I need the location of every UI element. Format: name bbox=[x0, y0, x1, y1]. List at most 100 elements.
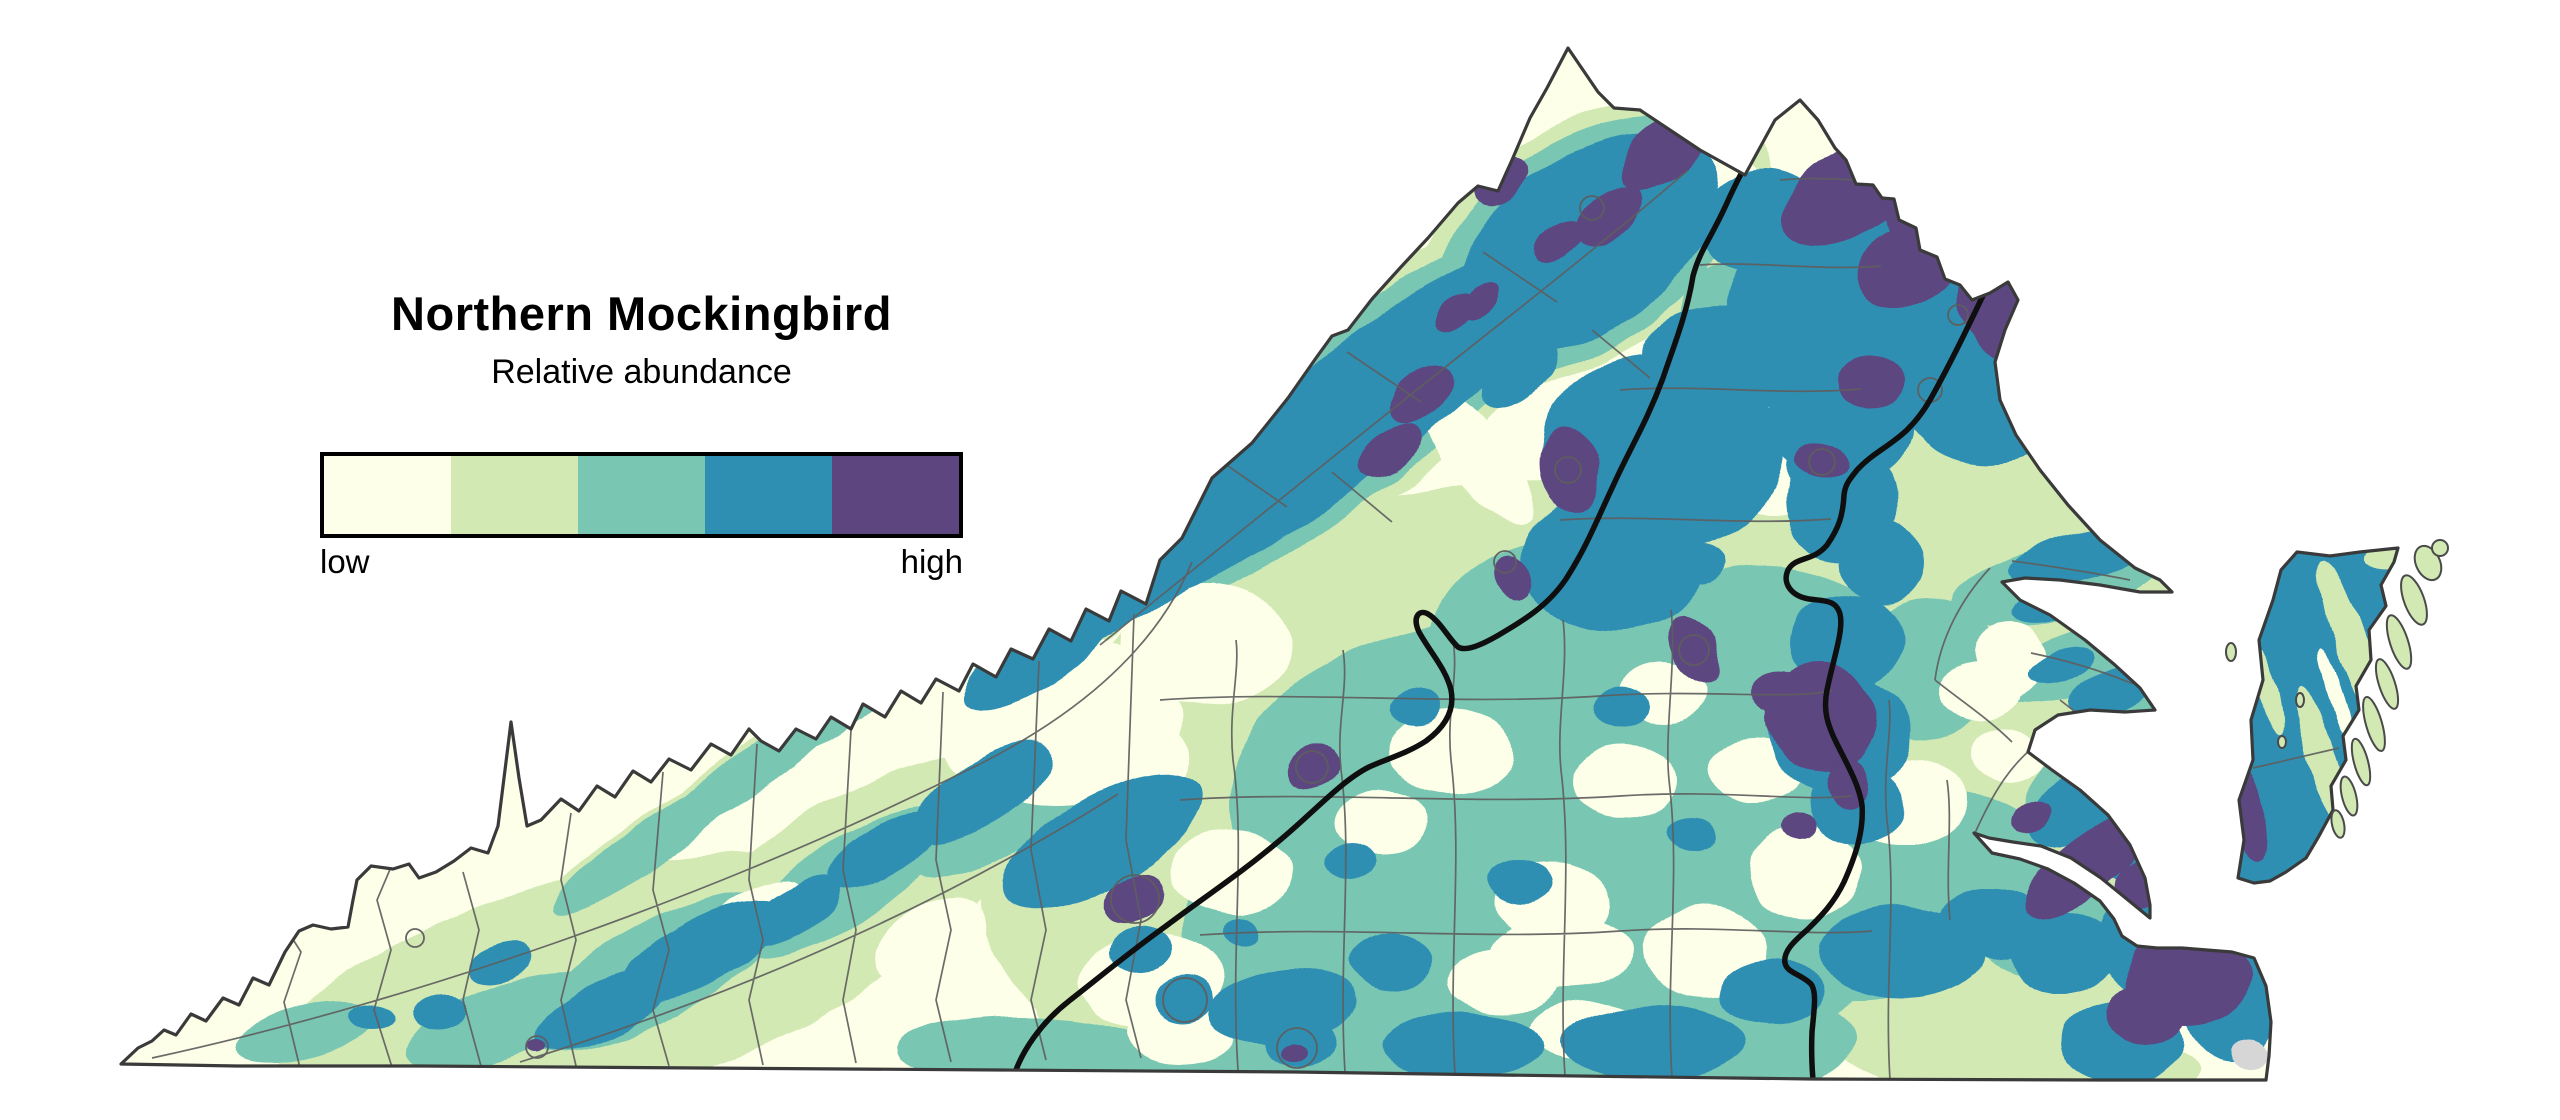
map-shape bbox=[1155, 976, 1215, 1024]
map-shape bbox=[2330, 809, 2346, 839]
map-shape bbox=[1283, 744, 1341, 790]
map-shape bbox=[349, 1003, 395, 1029]
map-shape bbox=[525, 1035, 549, 1059]
map-shape bbox=[1795, 445, 1849, 479]
map-shape bbox=[1112, 928, 1172, 972]
map-shape bbox=[1359, 425, 1421, 479]
map-shape bbox=[2374, 658, 2400, 710]
eastern-shore bbox=[2236, 546, 2400, 885]
map-shape bbox=[234, 1001, 376, 1063]
map-shape bbox=[2024, 813, 2150, 919]
map-shape bbox=[2339, 775, 2359, 817]
map-shape bbox=[415, 995, 469, 1029]
map-shape bbox=[1493, 550, 1517, 574]
map-shape bbox=[1125, 1005, 1235, 1065]
map-shape bbox=[1002, 773, 1202, 911]
map-shape bbox=[1295, 750, 1329, 784]
tangier-island bbox=[2225, 642, 2237, 662]
legend-color-bar bbox=[320, 451, 963, 538]
no-data-patch bbox=[2231, 1039, 2269, 1069]
county-line-network bbox=[151, 169, 2141, 1080]
map-shape bbox=[2362, 695, 2386, 753]
fall-line-boundary-line bbox=[1782, 257, 2003, 1080]
map-shape bbox=[1110, 874, 1160, 924]
barrier-islands bbox=[2225, 539, 2449, 839]
legend-swatch-highest bbox=[832, 455, 959, 534]
map-shape bbox=[1335, 790, 1429, 854]
map-shape bbox=[1573, 746, 1677, 818]
map-shape bbox=[1327, 843, 1377, 881]
map-shape bbox=[1840, 520, 1924, 604]
legend-swatch-high bbox=[705, 455, 832, 534]
county-boundaries bbox=[151, 169, 2141, 1080]
map-shape bbox=[1391, 687, 1441, 725]
blue-ridge-boundary-line bbox=[1010, 147, 1758, 1080]
map-shape bbox=[1748, 826, 1862, 918]
physiographic-boundaries bbox=[1010, 147, 2003, 1080]
map-subtitle: Relative abundance bbox=[491, 352, 792, 391]
independent-city-rings bbox=[405, 195, 1969, 1069]
legend-high-label: high bbox=[900, 542, 963, 580]
map-shape bbox=[741, 877, 843, 947]
map-shape bbox=[910, 740, 1054, 844]
map-shape bbox=[1380, 1013, 1544, 1079]
map-shape bbox=[2106, 981, 2188, 1043]
map-shape bbox=[1595, 685, 1649, 727]
map-shape bbox=[1560, 1005, 1744, 1079]
map-shape bbox=[1490, 915, 1634, 989]
map-shape bbox=[405, 972, 605, 1072]
map-shape bbox=[471, 941, 533, 983]
map-legend-panel: Northern Mockingbird Relative abundance … bbox=[320, 287, 963, 580]
map-shape bbox=[1640, 305, 1804, 419]
map-shape bbox=[2010, 798, 2054, 834]
map-shape bbox=[897, 1016, 1147, 1080]
map-shape bbox=[1835, 355, 1905, 409]
map-shape bbox=[1829, 755, 1871, 809]
map-shape bbox=[1808, 448, 1836, 476]
map-shape bbox=[1105, 874, 1165, 924]
map-title: Northern Mockingbird bbox=[391, 287, 892, 340]
map-shape bbox=[528, 1040, 546, 1054]
legend-swatch-low bbox=[451, 455, 578, 534]
map-shape bbox=[2431, 539, 2449, 557]
map-shape bbox=[1490, 859, 1554, 905]
map-shape bbox=[1352, 932, 1432, 992]
legend-swatch-lowest bbox=[324, 455, 451, 534]
map-shape bbox=[2350, 737, 2372, 787]
map-shape bbox=[1460, 283, 1500, 317]
map-shape bbox=[1975, 620, 2045, 700]
map-shape bbox=[1784, 814, 1818, 840]
map-shape bbox=[1417, 385, 1533, 525]
abundance-level-5-blobs bbox=[528, 111, 2253, 1062]
map-shape bbox=[1284, 1042, 1310, 1062]
map-shape bbox=[2238, 756, 2267, 864]
map-shape bbox=[1276, 1027, 1318, 1069]
map-shape bbox=[2010, 911, 2114, 993]
map-shape bbox=[1579, 195, 1605, 221]
map-shape bbox=[1751, 671, 1809, 713]
legend-labels: low high bbox=[320, 542, 963, 580]
map-shape bbox=[1520, 490, 1704, 634]
map-shape bbox=[1538, 425, 1602, 511]
map-shape bbox=[551, 780, 745, 914]
map-shape bbox=[2277, 735, 2287, 749]
legend-swatch-medium bbox=[578, 455, 705, 534]
map-shape bbox=[1494, 553, 1530, 599]
map-shape bbox=[1970, 730, 2040, 780]
legend-low-label: low bbox=[320, 542, 370, 580]
map-shape bbox=[1120, 583, 1290, 707]
map-shape bbox=[875, 897, 985, 983]
map-shape bbox=[1914, 123, 1990, 181]
map-shape bbox=[1390, 710, 1514, 794]
map-shape bbox=[826, 813, 938, 891]
map-shape bbox=[1947, 304, 1969, 326]
map-shape bbox=[2364, 548, 2398, 570]
map-shape bbox=[1720, 960, 1824, 1024]
map-shape bbox=[1668, 615, 1720, 685]
map-shape bbox=[1554, 456, 1582, 484]
map-shape bbox=[1479, 341, 1557, 409]
eastern-shore-county-line bbox=[2252, 747, 2340, 769]
map-shape bbox=[1678, 634, 1710, 666]
map-shape bbox=[1677, 543, 1727, 581]
